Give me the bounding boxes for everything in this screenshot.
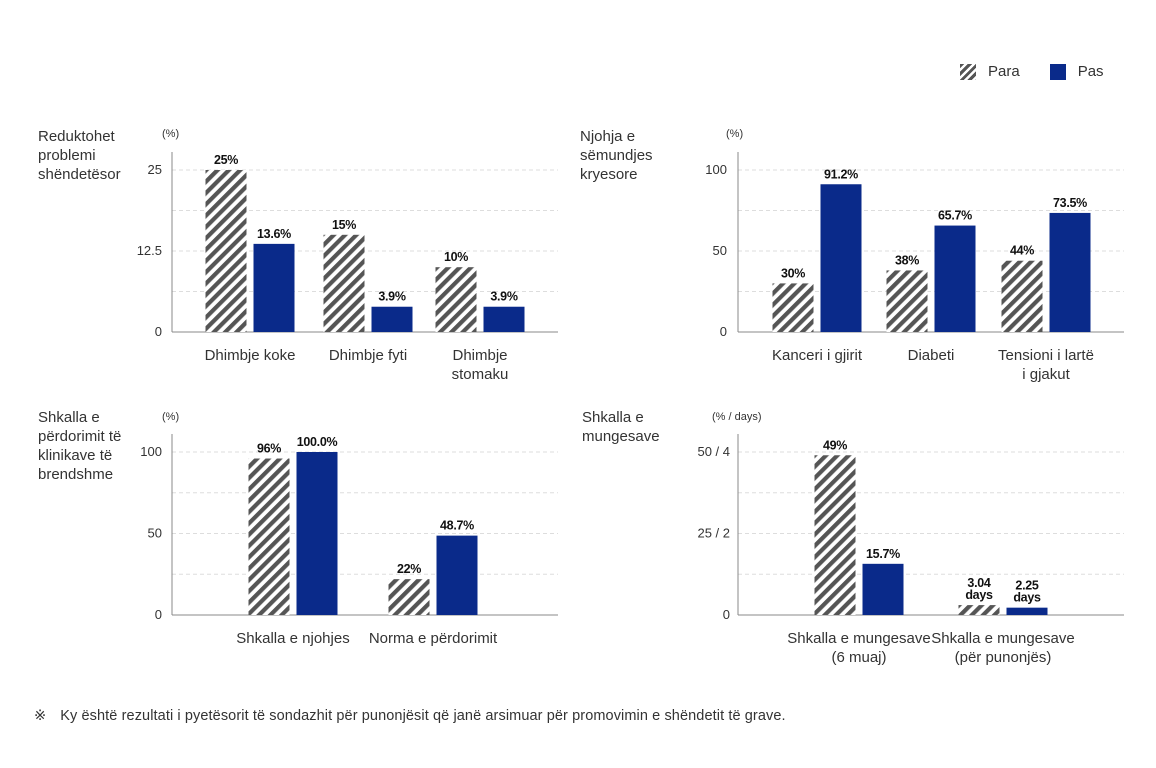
y-tick-label: 50 xyxy=(713,243,727,258)
chart-title: Reduktohet problemi shëndetësor xyxy=(38,128,121,183)
bar-after xyxy=(371,306,413,332)
bar-before xyxy=(886,270,928,332)
bar-after xyxy=(934,225,976,332)
legend: Para Pas xyxy=(960,63,1104,80)
data-label: 65.7% xyxy=(938,209,972,223)
chart-title: Shkalla e përdorimit të klinikave të brends… xyxy=(38,409,121,483)
footnote-mark: ※ xyxy=(34,708,47,724)
x-category-label: Dhimbje fyti xyxy=(329,347,407,364)
data-label: 3.9% xyxy=(378,290,405,304)
data-label: 2.25 days xyxy=(1013,579,1041,605)
legend-swatch-before xyxy=(960,63,976,80)
bar-before xyxy=(814,455,856,615)
data-label: 13.6% xyxy=(257,227,291,241)
data-label: 10% xyxy=(444,250,468,264)
data-label: 96% xyxy=(257,442,281,456)
bar-before xyxy=(1001,260,1043,332)
y-tick-label: 50 xyxy=(148,526,162,541)
legend-label-before: Para xyxy=(988,63,1020,80)
data-label: 100.0% xyxy=(297,435,338,449)
bar-after xyxy=(253,243,295,332)
data-label: 48.7% xyxy=(440,519,474,533)
data-label: 30% xyxy=(781,266,805,280)
x-category-label: Diabeti xyxy=(908,347,955,364)
bar-before xyxy=(388,579,430,615)
bar-after xyxy=(483,306,525,332)
bar-before xyxy=(772,283,814,332)
y-tick-label: 100 xyxy=(140,444,162,459)
y-tick-label: 0 xyxy=(723,607,730,622)
data-label: 73.5% xyxy=(1053,196,1087,210)
bar-after xyxy=(1049,212,1091,332)
x-category-label: Norma e përdorimit xyxy=(369,630,498,647)
x-category-label: Shkalla e mungesave (për punonjës) xyxy=(931,630,1074,666)
data-label: 15% xyxy=(332,218,356,232)
y-tick-label: 25 xyxy=(148,162,162,177)
legend-swatch-after xyxy=(1049,63,1066,80)
y-unit-label: (%) xyxy=(162,411,179,423)
y-tick-label: 0 xyxy=(155,324,162,339)
bar-before xyxy=(205,170,247,332)
data-label: 49% xyxy=(823,438,847,452)
y-tick-label: 0 xyxy=(720,324,727,339)
bar-before xyxy=(435,267,477,332)
x-category-label: Dhimbje stomaku xyxy=(452,347,509,383)
y-unit-label: (%) xyxy=(162,128,179,140)
data-label: 3.04 days xyxy=(965,576,993,602)
x-category-label: Kanceri i gjirit xyxy=(772,347,863,364)
bar-after xyxy=(1006,607,1048,615)
y-tick-label: 0 xyxy=(155,607,162,622)
x-category-label: Tensioni i lartë i gjakut xyxy=(998,347,1094,383)
data-label: 44% xyxy=(1010,244,1034,258)
footnote: ※ Ky është rezultati i pyetësorit të sond… xyxy=(34,708,786,724)
x-category-label: Shkalla e njohjes xyxy=(236,630,349,647)
y-tick-label: 100 xyxy=(705,162,727,177)
bar-after xyxy=(296,452,338,615)
y-tick-label: 12.5 xyxy=(137,243,162,258)
x-category-label: Shkalla e mungesave (6 muaj) xyxy=(787,630,930,666)
data-label: 3.9% xyxy=(490,290,517,304)
footnote-text: Ky është rezultati i pyetësorit të sonda… xyxy=(60,708,786,724)
data-label: 22% xyxy=(397,562,421,576)
data-label: 91.2% xyxy=(824,167,858,181)
y-tick-label: 25 / 2 xyxy=(697,526,730,541)
y-tick-label: 50 / 4 xyxy=(697,444,730,459)
chart-title: Shkalla e mungesave xyxy=(582,409,660,445)
bar-before xyxy=(323,234,365,332)
legend-item-before: Para xyxy=(960,63,1020,80)
bar-before xyxy=(958,605,1000,615)
x-category-label: Dhimbje koke xyxy=(205,347,296,364)
legend-label-after: Pas xyxy=(1077,63,1104,80)
chart-title: Njohja e sëmundjes kryesore xyxy=(580,128,653,183)
y-unit-label: (%) xyxy=(726,128,743,140)
data-label: 38% xyxy=(895,253,919,267)
data-label: 15.7% xyxy=(866,547,900,561)
y-unit-label: (% / days) xyxy=(712,411,762,423)
data-label: 25% xyxy=(214,153,238,167)
bar-after xyxy=(862,563,904,615)
bar-after xyxy=(820,184,862,332)
bar-before xyxy=(248,458,290,615)
bar-after xyxy=(436,535,478,615)
legend-item-after: Pas xyxy=(1049,63,1104,80)
